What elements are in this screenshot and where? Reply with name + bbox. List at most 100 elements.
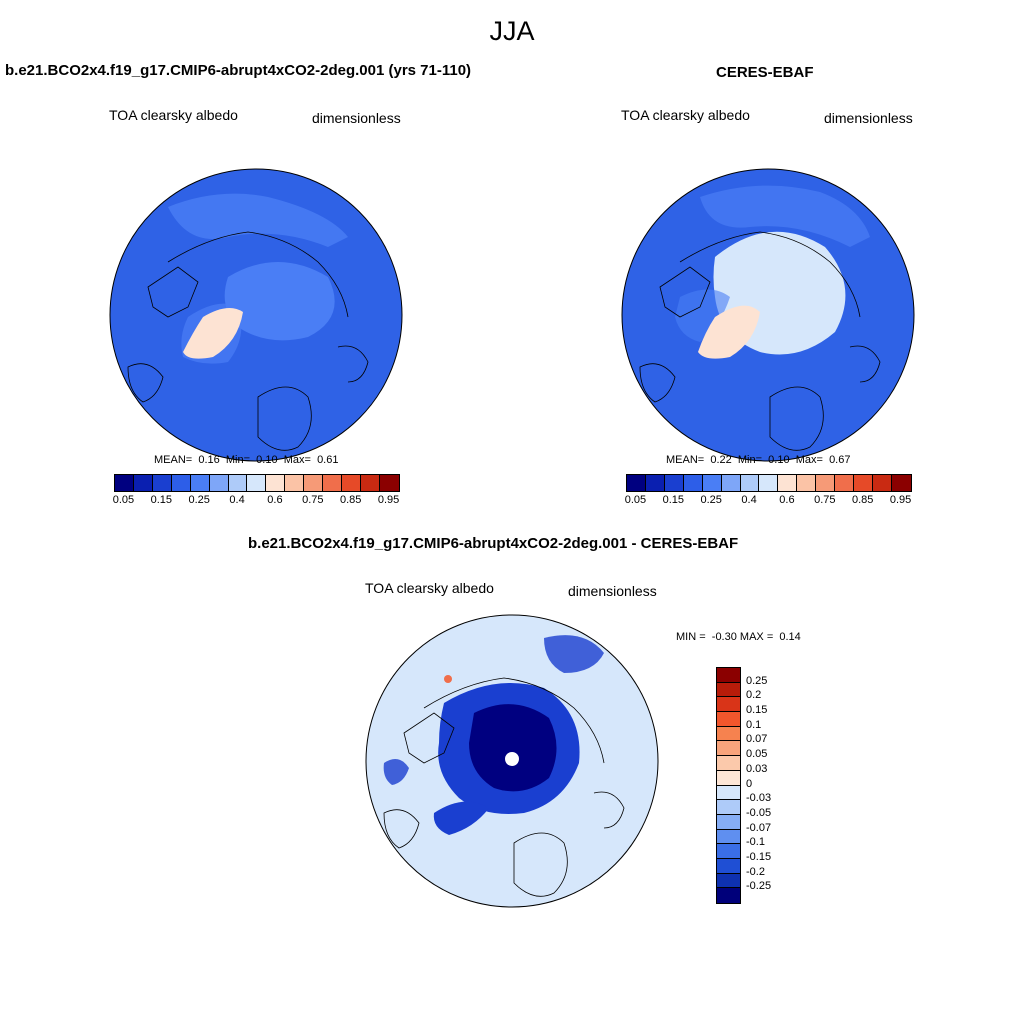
panel3-colorbar-cell (717, 770, 740, 786)
panel2-title: CERES-EBAF (716, 64, 814, 81)
panel3-colorbar-tick-label: -0.25 (746, 880, 772, 893)
panel3-colorbar-cell (717, 697, 740, 713)
panel1-colorbar-cell (285, 475, 305, 491)
panel1-colorbar-cell (152, 475, 172, 491)
panel3-polar-map (365, 614, 659, 908)
panel2-colorbar-ticks: 0.05 0.15 0.25 0.4 0.6 0.75 0.85 0.95 (624, 494, 912, 508)
panel2-min-label: Min= (737, 454, 763, 466)
panel2-colorbar-tick-label: 0.95 (889, 494, 912, 506)
panel2-colorbar-cell (835, 475, 855, 491)
panel3-colorbar-tick-label: -0.07 (746, 821, 772, 834)
panel1-polar-map (109, 168, 403, 462)
panel2-colorbar-tick-label: 0.6 (779, 494, 795, 506)
panel2-colorbar-cell (891, 475, 911, 491)
panel2-colorbar-cell (627, 475, 646, 491)
panel3-colorbar-cell (717, 668, 740, 683)
panel3-colorbar-tick-label: -0.1 (746, 836, 765, 849)
panel3-min-label: MIN = (676, 631, 706, 643)
panel3-colorbar-ticks: 0.25 0.2 0.15 0.1 0.07 0.05 0.03 0 -0.03 -0.05 -0.… (746, 667, 806, 902)
panel2-colorbar-cell (759, 475, 779, 491)
panel3-colorbar-tick-label: 0 (746, 777, 753, 790)
panel3-colorbar-tick-label: -0.05 (746, 806, 772, 819)
panel2-colorbar-tick-label: 0.85 (851, 494, 874, 506)
panel3-colorbar-tick-label: 0.1 (746, 718, 762, 731)
panel2-colorbar-cell (664, 475, 684, 491)
panel2-max-value: 0.67 (829, 454, 851, 466)
panel2-colorbar-cell (702, 475, 722, 491)
panel3-units: dimensionless (568, 583, 657, 599)
panel2-mean-label: MEAN= (666, 454, 705, 466)
panel2-variable: TOA clearsky albedo (621, 107, 750, 123)
panel3-max-value: 0.14 (779, 631, 801, 643)
panel2-mean-value: 0.22 (710, 454, 732, 466)
figure-title: JJA (489, 16, 535, 46)
panel2-colorbar-cell (721, 475, 741, 491)
panel1-colorbar-tick-label: 0.15 (150, 494, 173, 506)
panel3-colorbar-cell (717, 712, 740, 727)
panel3-colorbar-cell (717, 844, 740, 859)
panel1-colorbar-cell (228, 475, 248, 491)
panel2-colorbar-cell (645, 475, 665, 491)
panel2-colorbar-cell (778, 475, 798, 491)
panel3-colorbar-tick-label: -0.2 (746, 865, 765, 878)
panel2-colorbar-tick-label: 0.15 (662, 494, 685, 506)
panel3-colorbar-tick-label: 0.05 (746, 748, 768, 761)
panel1-colorbar-cell (247, 475, 267, 491)
panel1-colorbar (114, 474, 400, 492)
panel3-colorbar-cell (717, 814, 740, 830)
panel2-colorbar-cell (683, 475, 703, 491)
panel2-colorbar-tick-label: 0.25 (700, 494, 722, 506)
panel1-colorbar-tick-label: 0.4 (229, 494, 245, 506)
panel1-min-label: Min= (225, 454, 251, 466)
panel1-colorbar-cell (209, 475, 229, 491)
panel1-colorbar-tick-label: 0.25 (188, 494, 210, 506)
panel2-colorbar-tick-label: 0.05 (624, 494, 647, 506)
panel2-colorbar-cell (854, 475, 873, 491)
panel1-colorbar-tick-label: 0.05 (112, 494, 135, 506)
panel3-colorbar-tick-label: 0.07 (746, 733, 768, 746)
panel1-colorbar-tick-label: 0.85 (339, 494, 362, 506)
panel1-colorbar-cell (304, 475, 324, 491)
panel2-min-value: 0.10 (768, 454, 790, 466)
panel1-units: dimensionless (312, 110, 401, 126)
panel1-colorbar-tick-label: 0.95 (377, 494, 400, 506)
panel1-stats: MEAN= 0.16 Min= 0.10 Max= 0.61 (154, 454, 338, 466)
panel1-colorbar-cell (360, 475, 380, 491)
panel3-colorbar-cell (717, 682, 740, 698)
panel2-stats: MEAN= 0.22 Min= 0.10 Max= 0.67 (666, 454, 850, 466)
panel1-mean-value: 0.16 (198, 454, 220, 466)
panel3-stats: MIN = -0.30 MAX = 0.14 (676, 631, 801, 643)
panel1-variable: TOA clearsky albedo (109, 107, 238, 123)
panel1-title: b.e21.BCO2x4.f19_g17.CMIP6-abrupt4xCO2-2… (5, 62, 472, 79)
panel2-colorbar-cell (797, 475, 817, 491)
panel2-max-label: Max= (795, 454, 823, 466)
panel3-colorbar-cell (717, 888, 740, 903)
panel2-colorbar-tick-label: 0.75 (814, 494, 836, 506)
panel2-colorbar (626, 474, 912, 492)
panel3-colorbar-cell (717, 741, 740, 757)
panel1-mean-label: MEAN= (154, 454, 193, 466)
panel1-colorbar-ticks: 0.05 0.15 0.25 0.4 0.6 0.75 0.85 0.95 (112, 494, 400, 508)
panel3-colorbar-cell (717, 829, 740, 845)
panel1-colorbar-cell (115, 475, 134, 491)
panel3-colorbar-tick-label: 0.2 (746, 689, 762, 702)
panel1-colorbar-cell (323, 475, 343, 491)
panel3-colorbar (716, 667, 741, 904)
panel2-units: dimensionless (824, 110, 913, 126)
panel2-colorbar-cell (872, 475, 892, 491)
panel1-colorbar-cell (190, 475, 210, 491)
panel3-colorbar-tick-label: 0.15 (746, 704, 768, 717)
panel3-colorbar-tick-label: 0.03 (746, 762, 768, 775)
panel3-variable: TOA clearsky albedo (365, 580, 494, 596)
panel2-polar-map (621, 168, 915, 462)
panel3-colorbar-cell (717, 873, 740, 889)
panel3-colorbar-cell (717, 756, 740, 771)
panel1-max-value: 0.61 (317, 454, 339, 466)
panel1-min-value: 0.10 (256, 454, 278, 466)
panel1-colorbar-cell (133, 475, 153, 491)
panel3-min-value: -0.30 (711, 631, 737, 643)
panel3-title: b.e21.BCO2x4.f19_g17.CMIP6-abrupt4xCO2-2… (248, 535, 739, 552)
panel3-colorbar-cell (717, 858, 740, 874)
panel1-max-label: Max= (283, 454, 311, 466)
panel2-colorbar-cell (816, 475, 836, 491)
